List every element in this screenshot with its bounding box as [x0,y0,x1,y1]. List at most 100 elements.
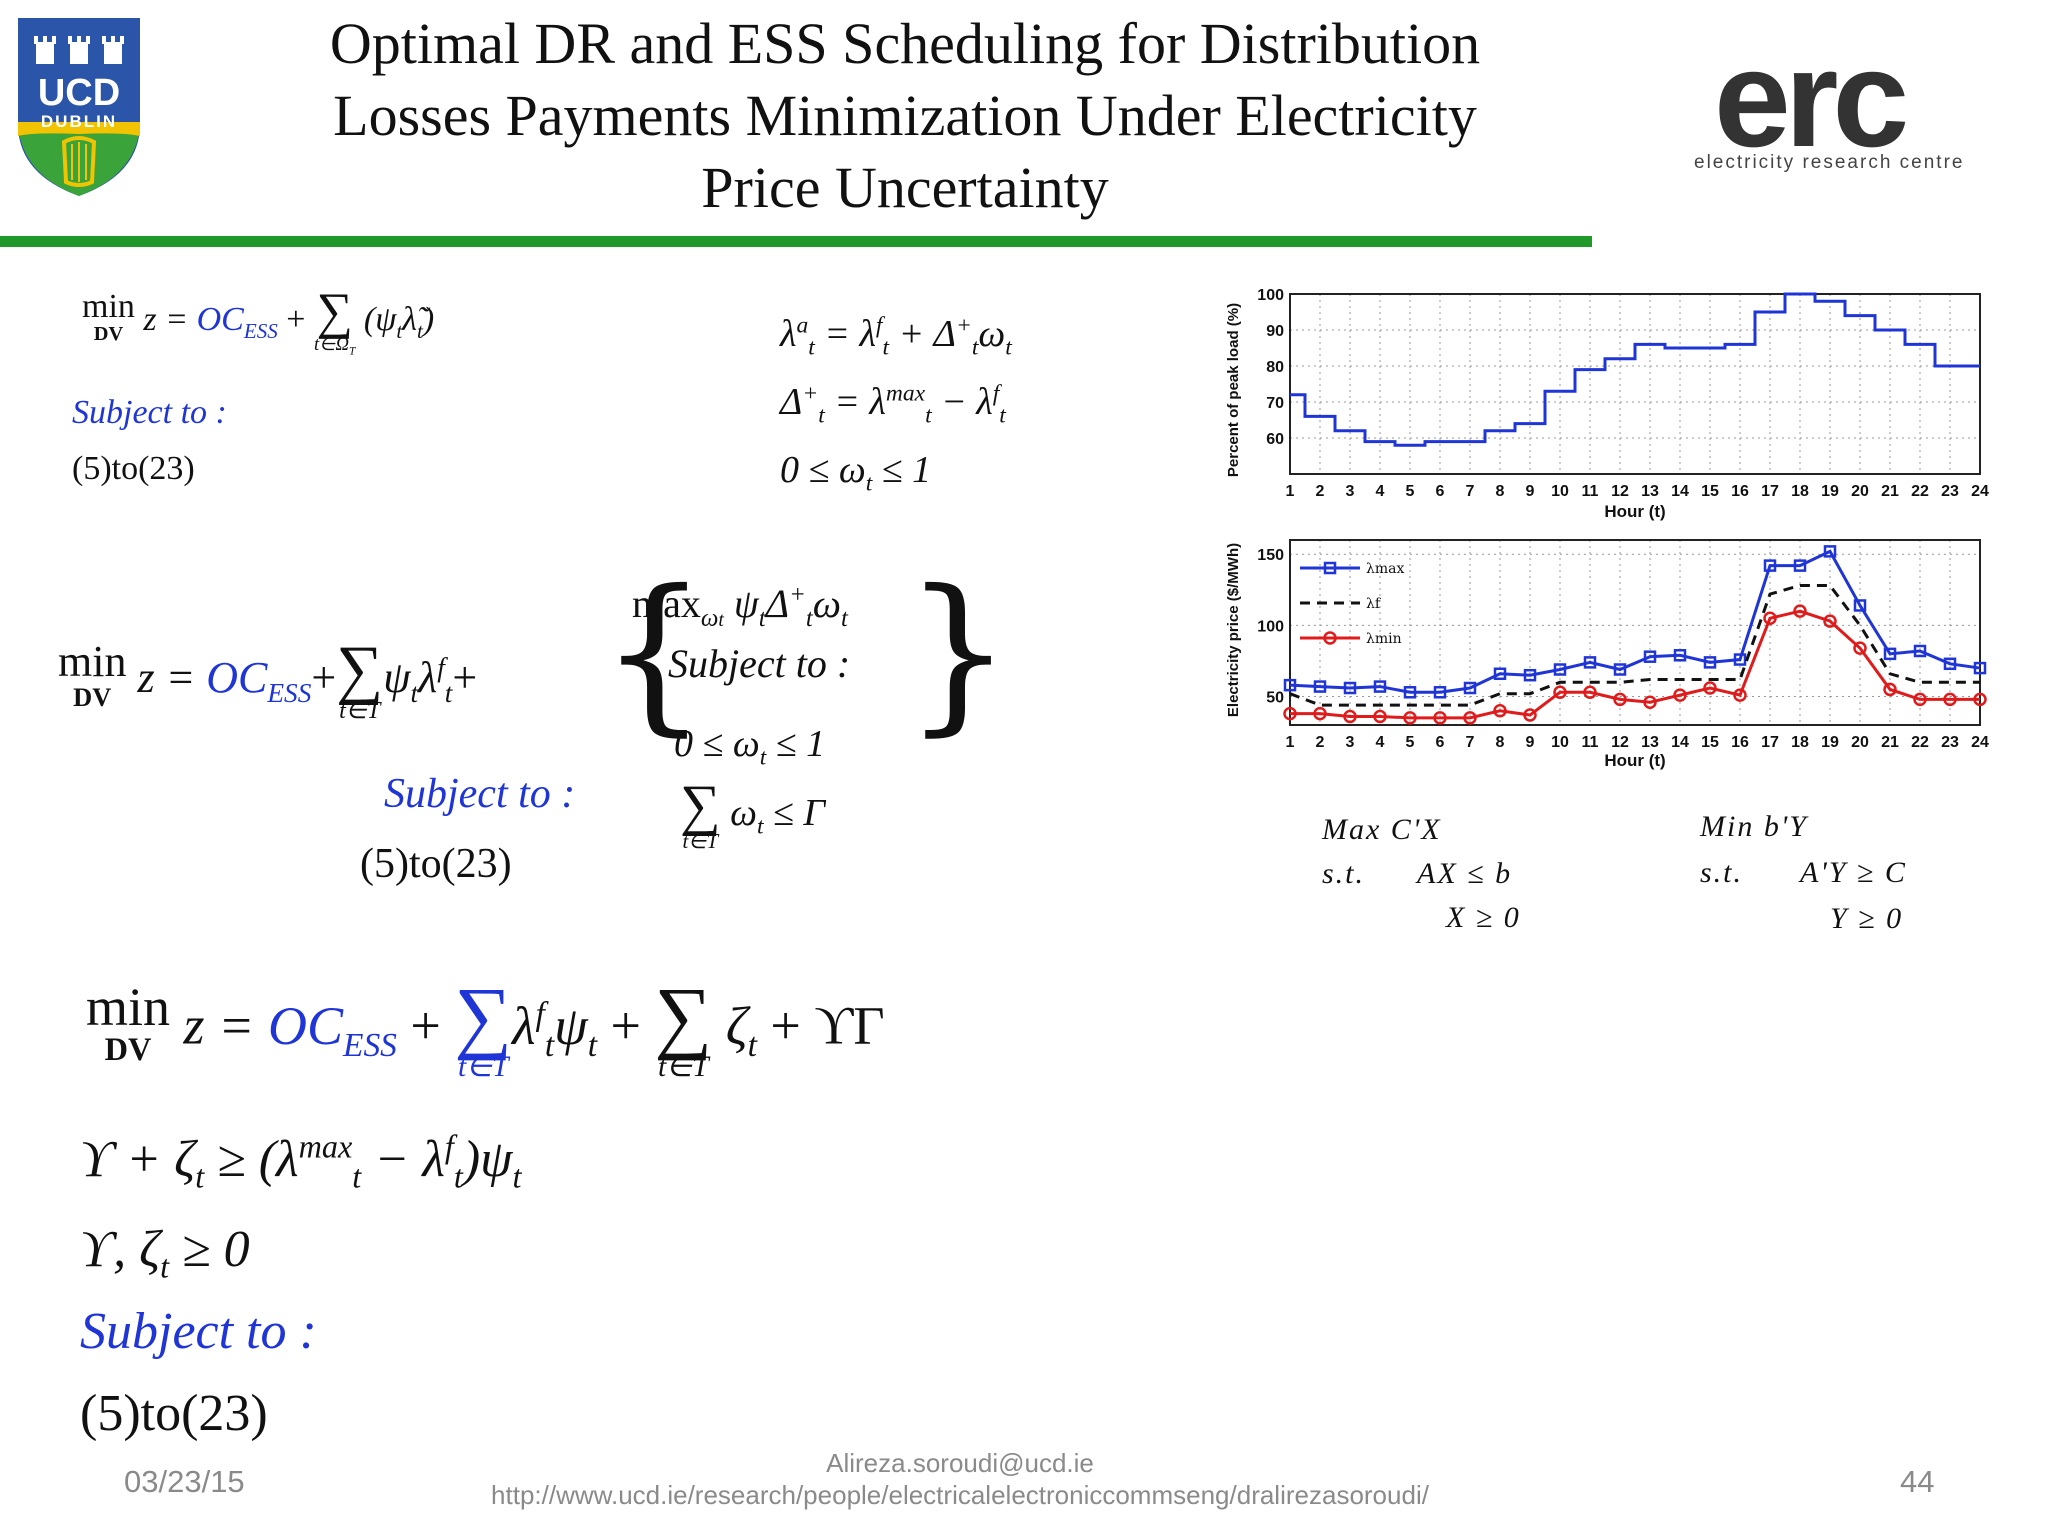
title-line: Optimal DR and ESS Scheduling for Distri… [329,11,1481,76]
price-delta-line: Δ+t = λmaxt − λft [780,380,1006,429]
data-point [1313,706,1327,721]
min-operator: min DV [82,288,135,345]
x-tick-label: 14 [1671,483,1689,500]
x-tick-label: 2 [1316,734,1325,751]
subject-to-1: Subject to : [72,394,227,431]
data-point [1703,656,1717,669]
constraint-range-2: (5)to(23) [360,841,512,887]
x-tick-label: 11 [1582,483,1599,500]
data-point [1943,692,1957,707]
x-tick-label: 12 [1611,483,1629,500]
data-point [1883,647,1897,661]
primal-nonneg: X ≥ 0 [1446,901,1521,934]
data-point [1853,599,1867,612]
x-tick-label: 3 [1346,734,1355,751]
subject-to-2: Subject to : [384,771,576,817]
data-point [1433,711,1447,725]
data-point [1733,653,1747,666]
data-point [1973,661,1987,675]
data-point [1523,668,1537,682]
data-point [1763,559,1777,572]
page-number: 44 [1900,1464,1935,1499]
ucd-logo-text: UCD [37,72,121,114]
x-axis-label: Hour (t) [1604,751,1665,770]
ucd-logo: UCD DUBLIN [14,14,144,200]
series-line [1289,584,1980,707]
x-tick-label: 10 [1551,483,1569,500]
data-point [1883,682,1897,697]
data-point [1493,704,1507,718]
x-tick-label: 5 [1406,734,1415,751]
plot-frame [1289,539,1981,726]
legend-marker [1323,631,1337,645]
lp-dual: Min b'Y s.t. A'Y ≥ C Y ≥ 0 [1700,804,1907,942]
x-tick-label: 6 [1436,734,1445,751]
data-point [1853,641,1867,655]
data-point [1703,681,1717,695]
data-point [1943,657,1957,671]
erc-logo-mark: erc [1714,22,1909,176]
data-point [1523,708,1537,722]
sum-symbol: ∑ t∈T [336,633,384,725]
robust-constraint-2: ϒ, ζt ≥ 0 [80,1221,250,1285]
robust-constraint-1: ϒ + ζt ≥ (λmaxt − λft)ψt [80,1128,522,1195]
x-tick-label: 22 [1911,734,1929,751]
data-point [1823,614,1837,628]
x-tick-label: 20 [1851,734,1869,751]
y-tick-label: 70 [1266,395,1284,412]
dual-nonneg: Y ≥ 0 [1830,902,1904,935]
x-tick-label: 20 [1851,483,1869,500]
x-tick-label: 11 [1582,734,1599,751]
data-point [1373,709,1387,724]
author-url[interactable]: http://www.ucd.ie/research/people/electr… [491,1480,1429,1510]
x-tick-label: 22 [1911,483,1929,500]
x-tick-label: 1 [1286,734,1295,751]
data-point [1973,692,1987,707]
y-tick-label: 100 [1257,618,1284,635]
data-point [1793,559,1807,572]
primal-objective: Max C'X [1322,813,1442,846]
y-tick-label: 150 [1257,547,1284,564]
y-axis-label: Electricity price ($/MWh) [1225,543,1242,717]
legend-label: λmin [1366,631,1402,647]
x-tick-label: 12 [1611,734,1629,751]
x-tick-label: 18 [1791,734,1809,751]
equation-objective-3: min DV z = OCESS + ∑ t∈T λftψt + ∑ t∈T ζt + … [86,971,885,1083]
x-tick-label: 19 [1821,734,1839,751]
author-email[interactable]: Alireza.soroudi@ucd.ie [826,1448,1094,1478]
constraint-range-1: (5)to(23) [72,450,195,487]
data-point [1913,644,1927,658]
data-point [1343,681,1357,695]
data-point [1913,692,1927,707]
ucd-logo-subtext: DUBLIN [40,112,118,131]
x-tick-label: 7 [1466,734,1475,751]
x-tick-label: 15 [1701,734,1719,751]
x-tick-label: 21 [1881,734,1899,751]
x-tick-label: 13 [1641,734,1659,751]
y-tick-label: 50 [1266,690,1284,707]
data-point [1643,695,1657,709]
data-point [1463,681,1477,695]
x-tick-label: 9 [1526,483,1535,500]
x-tick-label: 24 [1971,734,1989,751]
x-tick-label: 17 [1761,734,1779,751]
chart-legend: λmax λf λmin [1300,561,1404,647]
dual-objective: Min b'Y [1700,810,1808,843]
inner-omega-bound: 0 ≤ ωt ≤ 1 [674,723,826,771]
x-tick-label: 15 [1701,483,1719,500]
x-tick-label: 16 [1731,734,1749,751]
data-point [1613,663,1627,676]
plot-frame [1289,293,1981,475]
x-tick-label: 23 [1941,734,1959,751]
data-point [1793,604,1807,618]
x-tick-label: 9 [1526,734,1535,751]
omega-bound-line: 0 ≤ ωt ≤ 1 [780,449,932,497]
data-point [1373,680,1387,693]
load-series-line [1290,292,1980,447]
x-tick-label: 8 [1496,483,1505,500]
data-point [1823,545,1837,558]
inner-subject-to: Subject to : [668,641,851,686]
title-line: Losses Payments Minimization Under Elect… [333,83,1477,148]
x-tick-label: 16 [1731,483,1749,500]
